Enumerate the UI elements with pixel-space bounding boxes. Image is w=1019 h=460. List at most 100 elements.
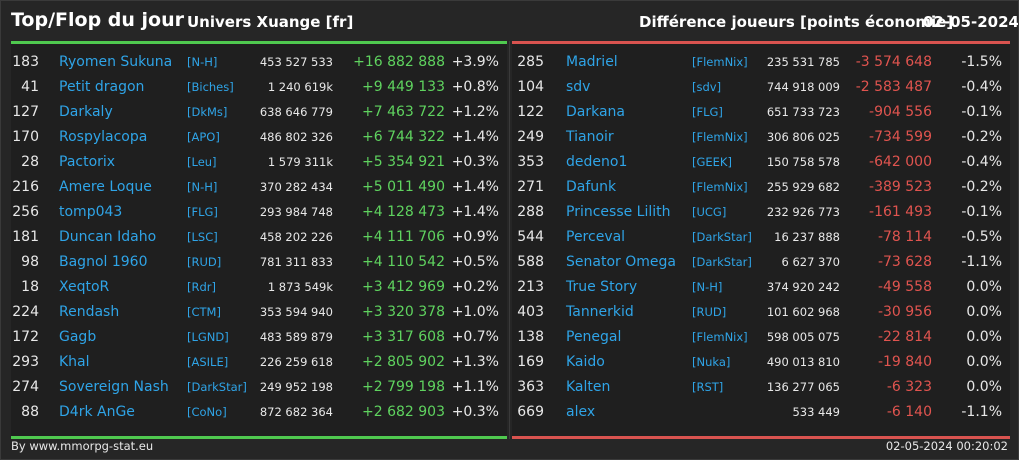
points-cell: 136 277 065 — [766, 380, 840, 394]
rank-cell: 353 — [517, 154, 544, 170]
rank-cell: 98 — [21, 254, 39, 270]
diff-cell: +3 412 969 — [362, 279, 445, 295]
alliance-link[interactable]: [DkMs] — [187, 105, 228, 119]
player-row: 274 Sovereign Nash [DarkStar] 249 952 198 +2… — [11, 375, 507, 400]
percent-cell: +1.0% — [451, 304, 499, 320]
player-name-link[interactable]: Bagnol 1960 — [59, 254, 148, 270]
percent-cell: +0.9% — [451, 229, 499, 245]
player-name-link[interactable]: Princesse Lilith — [566, 204, 671, 220]
player-name-link[interactable]: Senator Omega — [566, 254, 676, 270]
player-name-link[interactable]: Ryomen Sukuna — [59, 54, 173, 70]
player-name-link[interactable]: Perceval — [566, 229, 626, 245]
player-name-link[interactable]: Rospylacopa — [59, 129, 148, 145]
alliance-link[interactable]: [FLG] — [692, 105, 723, 119]
divider — [509, 41, 510, 439]
alliance-link[interactable]: [FlemNix] — [692, 130, 748, 144]
player-name-link[interactable]: Petit dragon — [59, 79, 145, 95]
points-cell: 872 682 364 — [259, 405, 333, 419]
alliance-link[interactable]: [Leu] — [187, 155, 217, 169]
player-name-link[interactable]: sdv — [566, 79, 591, 95]
alliance-link[interactable]: [sdv] — [692, 80, 722, 94]
player-name-link[interactable]: Penegal — [566, 329, 622, 345]
alliance-link[interactable]: [RST] — [692, 380, 724, 394]
diff-cell: -22 814 — [877, 329, 932, 345]
alliance-link[interactable]: [APO] — [187, 130, 220, 144]
page-title: Top/Flop du jour — [11, 9, 184, 31]
player-name-link[interactable]: D4rk AnGe — [59, 404, 135, 420]
points-cell: 16 237 888 — [774, 230, 840, 244]
player-name-link[interactable]: Kaido — [566, 354, 605, 370]
alliance-link[interactable]: [RUD] — [187, 255, 222, 269]
player-name-link[interactable]: alex — [566, 404, 596, 420]
player-name-link[interactable]: Rendash — [59, 304, 120, 320]
player-name-link[interactable]: Amere Loque — [59, 179, 152, 195]
universe-label: Univers Xuange [fr] — [187, 13, 354, 31]
player-name-link[interactable]: Kalten — [566, 379, 611, 395]
alliance-link[interactable]: [RUD] — [692, 305, 727, 319]
rank-cell: 181 — [12, 229, 39, 245]
alliance-link[interactable]: [FLG] — [187, 205, 218, 219]
alliance-link[interactable]: [DarkStar] — [692, 230, 752, 244]
player-name-link[interactable]: Tianoir — [566, 129, 614, 145]
percent-cell: +1.4% — [451, 129, 499, 145]
points-cell: 101 602 968 — [766, 305, 840, 319]
alliance-link[interactable]: [CTM] — [187, 305, 221, 319]
player-name-link[interactable]: Khal — [59, 354, 90, 370]
alliance-link[interactable]: [DarkStar] — [692, 255, 752, 269]
alliance-link[interactable]: [N-H] — [692, 280, 723, 294]
player-name-link[interactable]: Madriel — [566, 54, 618, 70]
player-row: 293 Khal [ASILE] 226 259 618 +2 805 902 +1.3% — [11, 350, 507, 375]
player-name-link[interactable]: Darkana — [566, 104, 626, 120]
player-name-link[interactable]: dedeno1 — [566, 154, 628, 170]
player-name-link[interactable]: Tannerkid — [566, 304, 634, 320]
alliance-link[interactable]: [FlemNix] — [692, 330, 748, 344]
alliance-link[interactable]: [LSC] — [187, 230, 218, 244]
rank-cell: 588 — [517, 254, 544, 270]
alliance-link[interactable]: [Biches] — [187, 80, 234, 94]
alliance-link[interactable]: [FlemNix] — [692, 180, 748, 194]
alliance-link[interactable]: [N-H] — [187, 55, 218, 69]
alliance-link[interactable]: [ASILE] — [187, 355, 229, 369]
diff-cell: +16 882 888 — [353, 54, 445, 70]
player-name-link[interactable]: Dafunk — [566, 179, 617, 195]
points-cell: 458 202 226 — [259, 230, 333, 244]
player-name-link[interactable]: Pactorix — [59, 154, 116, 170]
diff-cell: -49 558 — [877, 279, 932, 295]
diff-cell: -6 323 — [886, 379, 932, 395]
alliance-link[interactable]: [DarkStar] — [187, 380, 247, 394]
player-row: 213 True Story [N-H] 374 920 242 -49 558 0.0% — [512, 275, 1010, 300]
player-name-link[interactable]: XeqtoR — [59, 279, 110, 295]
alliance-link[interactable]: [N-H] — [187, 180, 218, 194]
alliance-link[interactable]: [FlemNix] — [692, 55, 748, 69]
player-name-link[interactable]: Sovereign Nash — [59, 379, 169, 395]
alliance-link[interactable]: [Rdr] — [187, 280, 216, 294]
rank-cell: 224 — [12, 304, 39, 320]
alliance-link[interactable]: [CoNo] — [187, 405, 227, 419]
alliance-link[interactable]: [LGND] — [187, 330, 229, 344]
percent-cell: +0.3% — [451, 154, 499, 170]
percent-cell: -0.2% — [961, 129, 1002, 145]
points-cell: 293 984 748 — [259, 205, 333, 219]
player-name-link[interactable]: Gagb — [59, 329, 97, 345]
diff-cell: +2 682 903 — [362, 404, 445, 420]
alliance-link[interactable]: [UCG] — [692, 205, 727, 219]
percent-cell: +0.5% — [451, 254, 499, 270]
points-cell: 226 259 618 — [259, 355, 333, 369]
rank-cell: 403 — [517, 304, 544, 320]
alliance-link[interactable]: [GEEK] — [692, 155, 732, 169]
player-name-link[interactable]: Duncan Idaho — [59, 229, 157, 245]
points-cell: 1 579 311k — [267, 155, 333, 169]
player-name-link[interactable]: True Story — [566, 279, 638, 295]
points-cell: 353 594 940 — [259, 305, 333, 319]
player-row: 127 Darkaly [DkMs] 638 646 779 +7 463 722 +1.… — [11, 100, 507, 125]
player-row: 216 Amere Loque [N-H] 370 282 434 +5 011 490… — [11, 175, 507, 200]
alliance-link[interactable]: [Nuka] — [692, 355, 731, 369]
player-name-link[interactable]: Darkaly — [59, 104, 113, 120]
player-row: 288 Princesse Lilith [UCG] 232 926 773 -161 … — [512, 200, 1010, 225]
rank-cell: 293 — [12, 354, 39, 370]
rank-cell: 249 — [517, 129, 544, 145]
player-row: 285 Madriel [FlemNix] 235 531 785 -3 574 648… — [512, 50, 1010, 75]
rank-cell: 285 — [517, 54, 544, 70]
player-name-link[interactable]: tomp043 — [59, 204, 123, 220]
rank-cell: 104 — [517, 79, 544, 95]
